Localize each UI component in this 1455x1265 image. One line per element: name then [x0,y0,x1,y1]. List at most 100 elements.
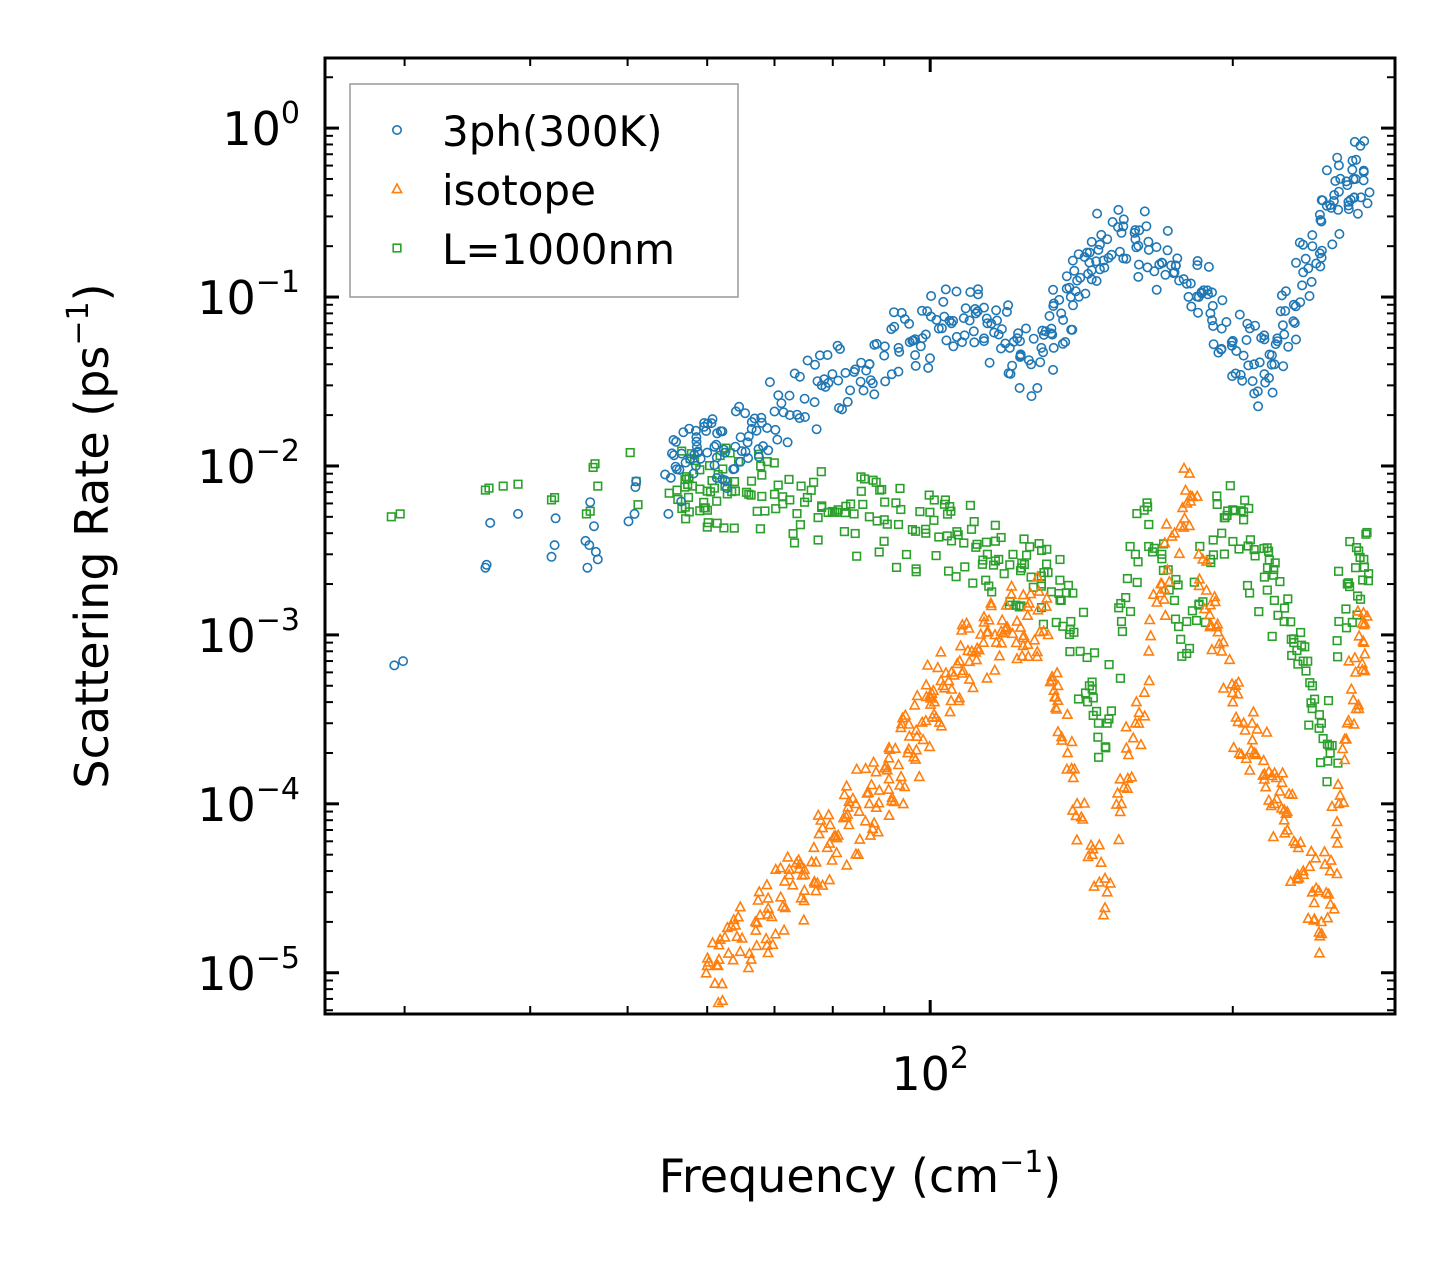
triangle-point [1226,695,1239,707]
triangle-point [1246,716,1259,728]
triangle-point [1127,731,1140,743]
triangle-point [797,913,810,925]
circle-point [1364,187,1375,198]
circle-point [1114,246,1125,257]
circle-point [809,359,820,370]
square-point [1068,588,1078,598]
circle-point [1014,382,1025,393]
triangle-point [732,910,745,922]
square-point [1144,541,1154,552]
triangle-point [752,893,765,905]
triangle-point [1353,629,1366,641]
square-point [1182,648,1192,659]
square-point [982,549,992,559]
circle-point [712,428,723,439]
triangle-point [1324,897,1337,909]
square-point [1322,777,1332,787]
circle-point [1084,257,1095,268]
circle-point [485,517,496,528]
triangle-point [1071,797,1084,809]
triangle-point [809,884,822,896]
square-point [1025,542,1035,552]
square-point [755,524,765,534]
circle-point [1172,253,1183,264]
triangle-point [810,855,823,867]
circle-point [778,407,789,418]
circle-point [1316,195,1327,206]
circle-point [823,377,834,388]
circle-point [1289,317,1300,328]
square-point [1066,616,1076,627]
circle-point [1235,369,1246,380]
triangle-point [870,765,883,777]
circle-point [1056,308,1067,319]
square-point [1125,606,1136,617]
triangle-point [1278,826,1291,838]
triangle-point [963,655,976,667]
circle-point [1036,342,1047,353]
triangle-point [749,923,762,935]
triangle-point [873,783,886,795]
square-point [1171,574,1181,585]
square-point [841,501,851,511]
tick-layer [325,58,1395,1014]
triangle-point [1270,771,1283,783]
triangle-point [957,664,970,676]
triangle-point [1011,614,1023,626]
triangle-point [751,916,763,928]
square-point [1043,567,1053,578]
square-point [795,520,805,530]
triangle-point [1215,644,1228,656]
circle-point [1203,289,1214,300]
square-point [695,484,705,494]
triangle-point [1281,823,1294,835]
triangle-point [1078,796,1091,808]
circle-point [1343,200,1354,211]
triangle-point [1114,805,1127,817]
circle-point [1247,376,1258,387]
triangle-point [921,658,934,670]
triangle-point [1022,649,1035,662]
triangle-point [864,828,877,840]
triangle-point [1276,766,1289,778]
triangle-point [1292,841,1305,853]
square-point [1170,614,1181,624]
circle-point [855,376,866,387]
square-point [1307,703,1317,714]
triangle-point [1251,722,1264,734]
circle-point [623,516,634,527]
triangle-point [866,822,879,834]
triangle-point [1005,579,1018,591]
circle-point [782,437,793,448]
triangle-point [701,951,714,963]
triangle-point [1209,595,1222,607]
triangle-point [1313,946,1326,958]
triangle-point [885,794,898,806]
triangle-point [981,671,993,683]
triangle-point [708,976,721,989]
square-point [845,499,856,509]
square-point [816,502,827,513]
circle-point [742,437,753,448]
square-point [1245,588,1255,598]
triangle-point [1258,767,1271,779]
square-point [746,490,756,500]
triangle-point [1066,803,1079,815]
triangle-point [895,770,908,782]
circle-point [1226,337,1237,348]
circle-point [1069,265,1080,276]
circle-point [910,350,921,361]
triangle-point [1230,710,1243,722]
circle-point [1362,198,1373,209]
square-point [1279,603,1290,613]
circle-point [1116,227,1127,238]
square-point [1301,666,1311,676]
triangle-point [742,961,755,973]
triangle-point [779,901,792,913]
triangle-point [822,808,835,820]
triangle-point [911,689,924,701]
circle-point [984,357,995,368]
triangle-point [1085,838,1098,850]
circle-point [1347,164,1358,175]
triangle-point [883,741,895,753]
